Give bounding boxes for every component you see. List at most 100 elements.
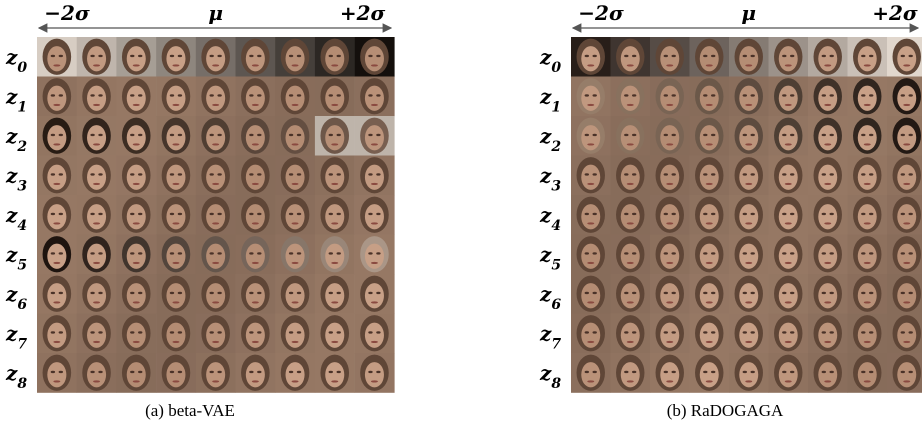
mouth [172, 183, 179, 185]
eye [130, 173, 134, 175]
face [246, 244, 265, 269]
face [739, 204, 758, 229]
mouth [212, 380, 219, 382]
face-image [37, 156, 77, 196]
mouth [824, 64, 831, 66]
face-image [848, 235, 888, 275]
eye [909, 331, 913, 333]
face [700, 165, 719, 190]
mouth [252, 341, 259, 343]
eye [624, 331, 628, 333]
row-label: z4 [5, 203, 27, 234]
eye [664, 173, 668, 175]
eye [624, 371, 628, 373]
mouth [172, 64, 179, 66]
eye [178, 292, 182, 294]
face [818, 86, 837, 111]
eye [138, 292, 142, 294]
face [660, 283, 679, 308]
eye [861, 134, 865, 136]
face [858, 244, 877, 269]
eye [782, 331, 786, 333]
row-label: z3 [539, 163, 561, 194]
mouth [331, 143, 338, 145]
eye [257, 134, 261, 136]
eye [790, 371, 794, 373]
eye [751, 292, 755, 294]
row-label: z6 [539, 282, 561, 313]
eye [98, 252, 102, 254]
face [87, 86, 106, 111]
mouth [627, 104, 634, 106]
eye [664, 213, 668, 215]
face [621, 46, 640, 71]
header-label: +2σ [340, 1, 386, 25]
mouth [785, 262, 792, 264]
mouth [666, 222, 673, 224]
mouth [745, 143, 752, 145]
face [365, 204, 384, 229]
face-image [690, 156, 730, 196]
mouth [745, 262, 752, 264]
row-label: z2 [539, 124, 561, 155]
eye [830, 94, 834, 96]
eye [593, 55, 597, 57]
eye [751, 371, 755, 373]
eye [711, 173, 715, 175]
eye [170, 371, 174, 373]
eye [861, 55, 865, 57]
face-image [315, 314, 355, 354]
face-image [156, 195, 196, 235]
mouth [666, 301, 673, 303]
face-image [887, 156, 922, 196]
eye [782, 292, 786, 294]
eye [90, 252, 94, 254]
face [581, 244, 600, 269]
mouth [745, 301, 752, 303]
face-image [355, 156, 395, 196]
eye [909, 213, 913, 215]
eye [593, 134, 597, 136]
face [166, 362, 185, 387]
face [87, 244, 106, 269]
row-label: z8 [5, 361, 27, 392]
eye [337, 292, 341, 294]
face [365, 323, 384, 348]
face [858, 204, 877, 229]
face-image [571, 77, 611, 117]
face [246, 283, 265, 308]
eye [368, 134, 372, 136]
face-image [236, 314, 276, 354]
eye [822, 292, 826, 294]
eye [178, 252, 182, 254]
face [621, 86, 640, 111]
eye [329, 331, 333, 333]
row-label-index: 4 [551, 218, 561, 234]
eye [130, 371, 134, 373]
face-image [196, 37, 236, 77]
eye [624, 94, 628, 96]
eye [329, 94, 333, 96]
eye [672, 213, 676, 215]
eye [376, 134, 380, 136]
face [47, 204, 66, 229]
eye [703, 371, 707, 373]
face-image [769, 314, 809, 354]
eye [743, 134, 747, 136]
mouth [252, 222, 259, 224]
eye [368, 252, 372, 254]
eye [869, 94, 873, 96]
mouth [903, 64, 910, 66]
face [286, 204, 305, 229]
eye [743, 55, 747, 57]
face-image [848, 314, 888, 354]
face-image [116, 314, 156, 354]
mouth [666, 143, 673, 145]
face-image [769, 195, 809, 235]
face [739, 46, 758, 71]
eye [822, 134, 826, 136]
mouth [53, 222, 60, 224]
face [818, 165, 837, 190]
eye [130, 213, 134, 215]
eye [289, 292, 293, 294]
